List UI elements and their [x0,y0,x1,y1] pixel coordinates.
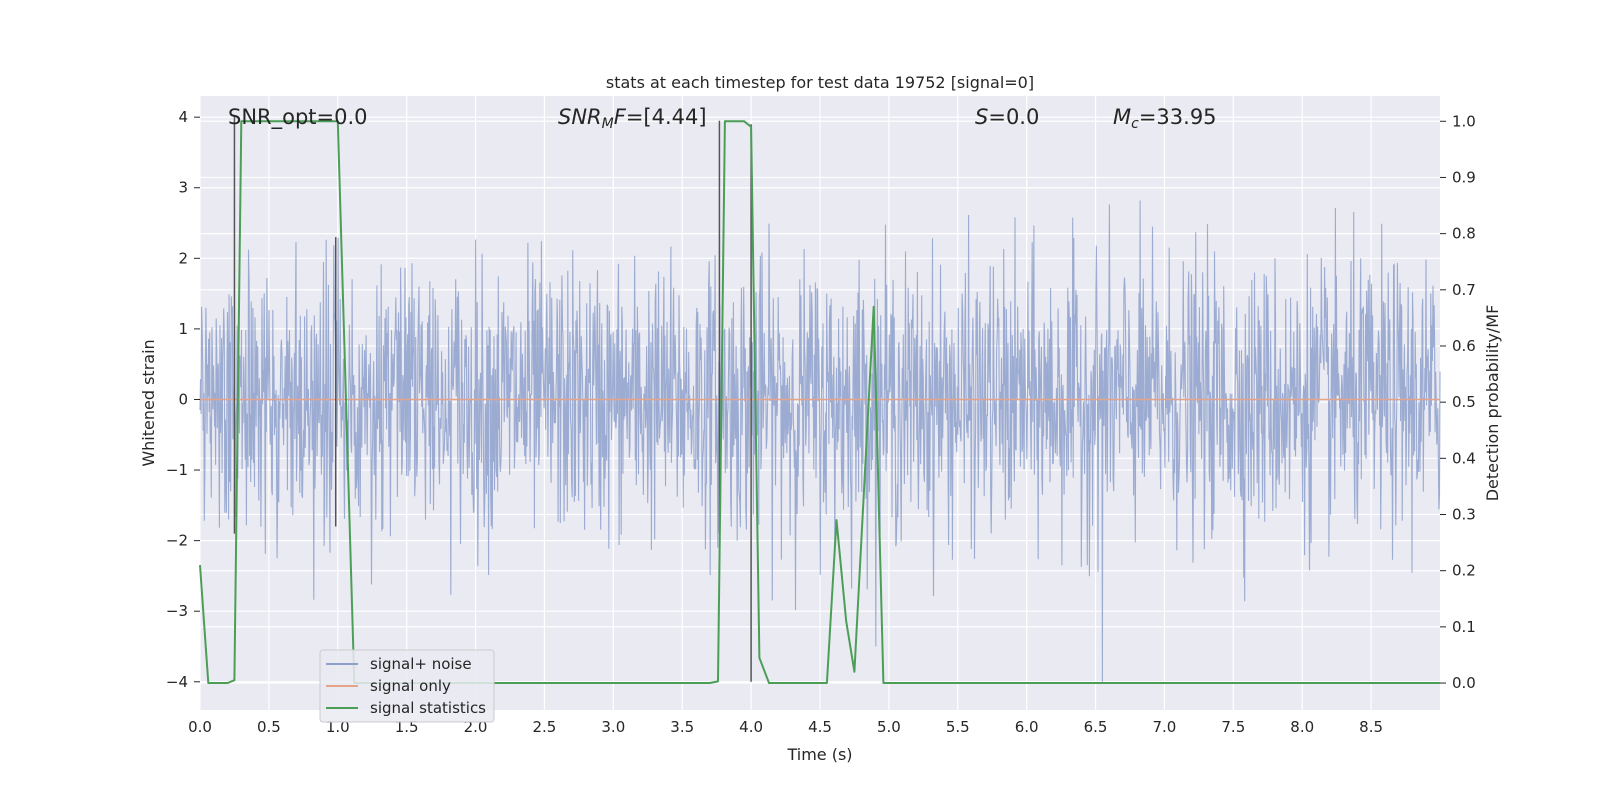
x-tick-label: 0.5 [257,718,281,736]
y-tick-label-left: −1 [166,461,188,479]
s-italic: S [975,105,988,129]
y-tick-label-right: 0.1 [1452,618,1476,636]
detection-markers [233,117,752,682]
axis-ticks: 0.0 0.5 1.0 1.5 2.0 2.5 3.0 3.5 4.0 4.5 5.0 5.5 6.0 6… [166,108,1476,736]
x-tick-label: 2.5 [533,718,557,736]
legend-label-signal-only: signal only [370,677,451,695]
y-axis-label-right: Detection probability/MF [1483,305,1502,502]
legend: signal+ noise signal only signal statist… [319,649,495,723]
x-tick-label: 4.5 [808,718,832,736]
annotation-snr-opt: SNR_opt=0.0 [228,105,368,130]
x-tick-label: 7.5 [1221,718,1245,736]
y-tick-label-right: 0.0 [1452,674,1476,692]
y-tick-label-left: −3 [166,602,188,620]
y-tick-label-left: −2 [166,532,188,550]
x-tick-label: 8.5 [1359,718,1383,736]
y-tick-label-right: 0.9 [1452,168,1476,186]
s-value: =0.0 [988,105,1039,129]
annotation-s: S=0.0 [975,105,1039,129]
signal-statistics-line [199,120,1440,684]
legend-box [319,649,495,723]
x-axis-label: Time (s) [786,745,852,764]
snr-mf-italic: SNR [558,105,602,129]
y-tick-label-left: 1 [178,320,188,338]
y-tick-label-left: 0 [178,390,188,408]
x-tick-label: 5.0 [877,718,901,736]
x-tick-label: 0.0 [188,718,212,736]
signal-noise-line [199,200,1441,682]
snr-mf-value: =[4.44] [626,105,707,129]
y-tick-label-right: 0.4 [1452,449,1476,467]
series-signal-statistics [199,120,1440,684]
y-tick-label-right: 0.6 [1452,337,1476,355]
x-tick-label: 7.0 [1153,718,1177,736]
y-tick-label-right: 0.3 [1452,506,1476,524]
y-tick-label-left: 4 [178,108,188,126]
y-tick-label-right: 1.0 [1452,112,1476,130]
annotation-snr-mf: SNRMF=[4.44] [558,105,707,132]
y-tick-label-left: 3 [178,179,188,197]
snr-mf-italic2: F [614,105,627,129]
y-tick-label-left: 2 [178,249,188,267]
chart-title: stats at each timestep for test data 197… [606,73,1034,92]
legend-label-signal-statistics: signal statistics [370,699,486,717]
x-tick-label: 6.5 [1084,718,1108,736]
legend-label-signal-noise: signal+ noise [370,655,472,673]
y-tick-label-right: 0.5 [1452,393,1476,411]
x-tick-label: 5.5 [946,718,970,736]
annotation-mc: Mc=33.95 [1113,105,1217,132]
y-axis-label-left: Whitened strain [139,339,158,466]
mc-value: =33.95 [1139,105,1217,129]
x-tick-label: 3.5 [670,718,694,736]
snr-mf-sub: M [602,116,614,132]
x-tick-label: 3.0 [601,718,625,736]
x-tick-label: 8.0 [1290,718,1314,736]
x-tick-label: 6.0 [1015,718,1039,736]
x-tick-label: 4.0 [739,718,763,736]
series-signal-noise [199,200,1441,682]
y-tick-label-right: 0.2 [1452,562,1476,580]
y-tick-label-left: −4 [166,673,188,691]
y-tick-label-right: 0.7 [1452,281,1476,299]
mc-italic: M [1113,105,1131,129]
y-tick-label-right: 0.8 [1452,225,1476,243]
mc-sub: c [1131,116,1139,132]
